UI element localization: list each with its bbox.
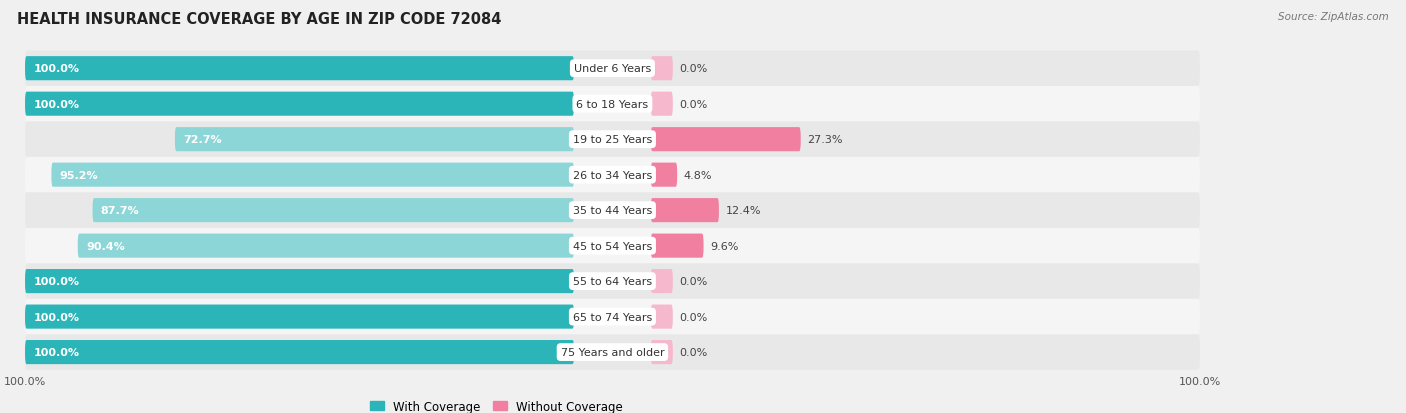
Text: 72.7%: 72.7%: [183, 135, 222, 145]
FancyBboxPatch shape: [25, 269, 574, 294]
Text: 0.0%: 0.0%: [679, 100, 707, 109]
Text: 55 to 64 Years: 55 to 64 Years: [572, 276, 652, 287]
FancyBboxPatch shape: [651, 93, 673, 116]
FancyBboxPatch shape: [25, 57, 574, 81]
Text: 45 to 54 Years: 45 to 54 Years: [572, 241, 652, 251]
Text: Source: ZipAtlas.com: Source: ZipAtlas.com: [1278, 12, 1389, 22]
Text: 19 to 25 Years: 19 to 25 Years: [572, 135, 652, 145]
Text: 0.0%: 0.0%: [679, 64, 707, 74]
FancyBboxPatch shape: [651, 234, 703, 258]
FancyBboxPatch shape: [25, 340, 574, 364]
Text: 4.8%: 4.8%: [683, 170, 713, 180]
FancyBboxPatch shape: [651, 305, 673, 329]
FancyBboxPatch shape: [651, 340, 673, 364]
FancyBboxPatch shape: [25, 122, 1199, 157]
FancyBboxPatch shape: [25, 157, 1199, 193]
FancyBboxPatch shape: [651, 199, 718, 223]
Text: 27.3%: 27.3%: [807, 135, 842, 145]
Text: 9.6%: 9.6%: [710, 241, 738, 251]
FancyBboxPatch shape: [25, 264, 1199, 299]
FancyBboxPatch shape: [25, 193, 1199, 228]
Text: 12.4%: 12.4%: [725, 206, 761, 216]
Text: 35 to 44 Years: 35 to 44 Years: [572, 206, 652, 216]
Text: 6 to 18 Years: 6 to 18 Years: [576, 100, 648, 109]
Text: 95.2%: 95.2%: [59, 170, 98, 180]
Text: 100.0%: 100.0%: [34, 276, 79, 287]
Text: 0.0%: 0.0%: [679, 312, 707, 322]
Legend: With Coverage, Without Coverage: With Coverage, Without Coverage: [366, 395, 627, 413]
Text: 65 to 74 Years: 65 to 74 Years: [572, 312, 652, 322]
Text: 100.0%: 100.0%: [34, 312, 79, 322]
FancyBboxPatch shape: [25, 228, 1199, 264]
Text: 75 Years and older: 75 Years and older: [561, 347, 664, 357]
Text: 100.0%: 100.0%: [34, 64, 79, 74]
FancyBboxPatch shape: [651, 128, 800, 152]
Text: Under 6 Years: Under 6 Years: [574, 64, 651, 74]
FancyBboxPatch shape: [25, 305, 574, 329]
Text: 0.0%: 0.0%: [679, 276, 707, 287]
FancyBboxPatch shape: [174, 128, 574, 152]
FancyBboxPatch shape: [25, 335, 1199, 370]
FancyBboxPatch shape: [77, 234, 574, 258]
Text: 90.4%: 90.4%: [86, 241, 125, 251]
FancyBboxPatch shape: [93, 199, 574, 223]
FancyBboxPatch shape: [651, 163, 678, 187]
Text: 100.0%: 100.0%: [34, 100, 79, 109]
Text: 26 to 34 Years: 26 to 34 Years: [572, 170, 652, 180]
FancyBboxPatch shape: [25, 93, 574, 116]
FancyBboxPatch shape: [25, 87, 1199, 122]
FancyBboxPatch shape: [52, 163, 574, 187]
FancyBboxPatch shape: [651, 57, 673, 81]
Text: 87.7%: 87.7%: [101, 206, 139, 216]
Text: 0.0%: 0.0%: [679, 347, 707, 357]
Text: 100.0%: 100.0%: [34, 347, 79, 357]
FancyBboxPatch shape: [25, 51, 1199, 87]
FancyBboxPatch shape: [651, 269, 673, 294]
FancyBboxPatch shape: [25, 299, 1199, 335]
Text: HEALTH INSURANCE COVERAGE BY AGE IN ZIP CODE 72084: HEALTH INSURANCE COVERAGE BY AGE IN ZIP …: [17, 12, 502, 27]
